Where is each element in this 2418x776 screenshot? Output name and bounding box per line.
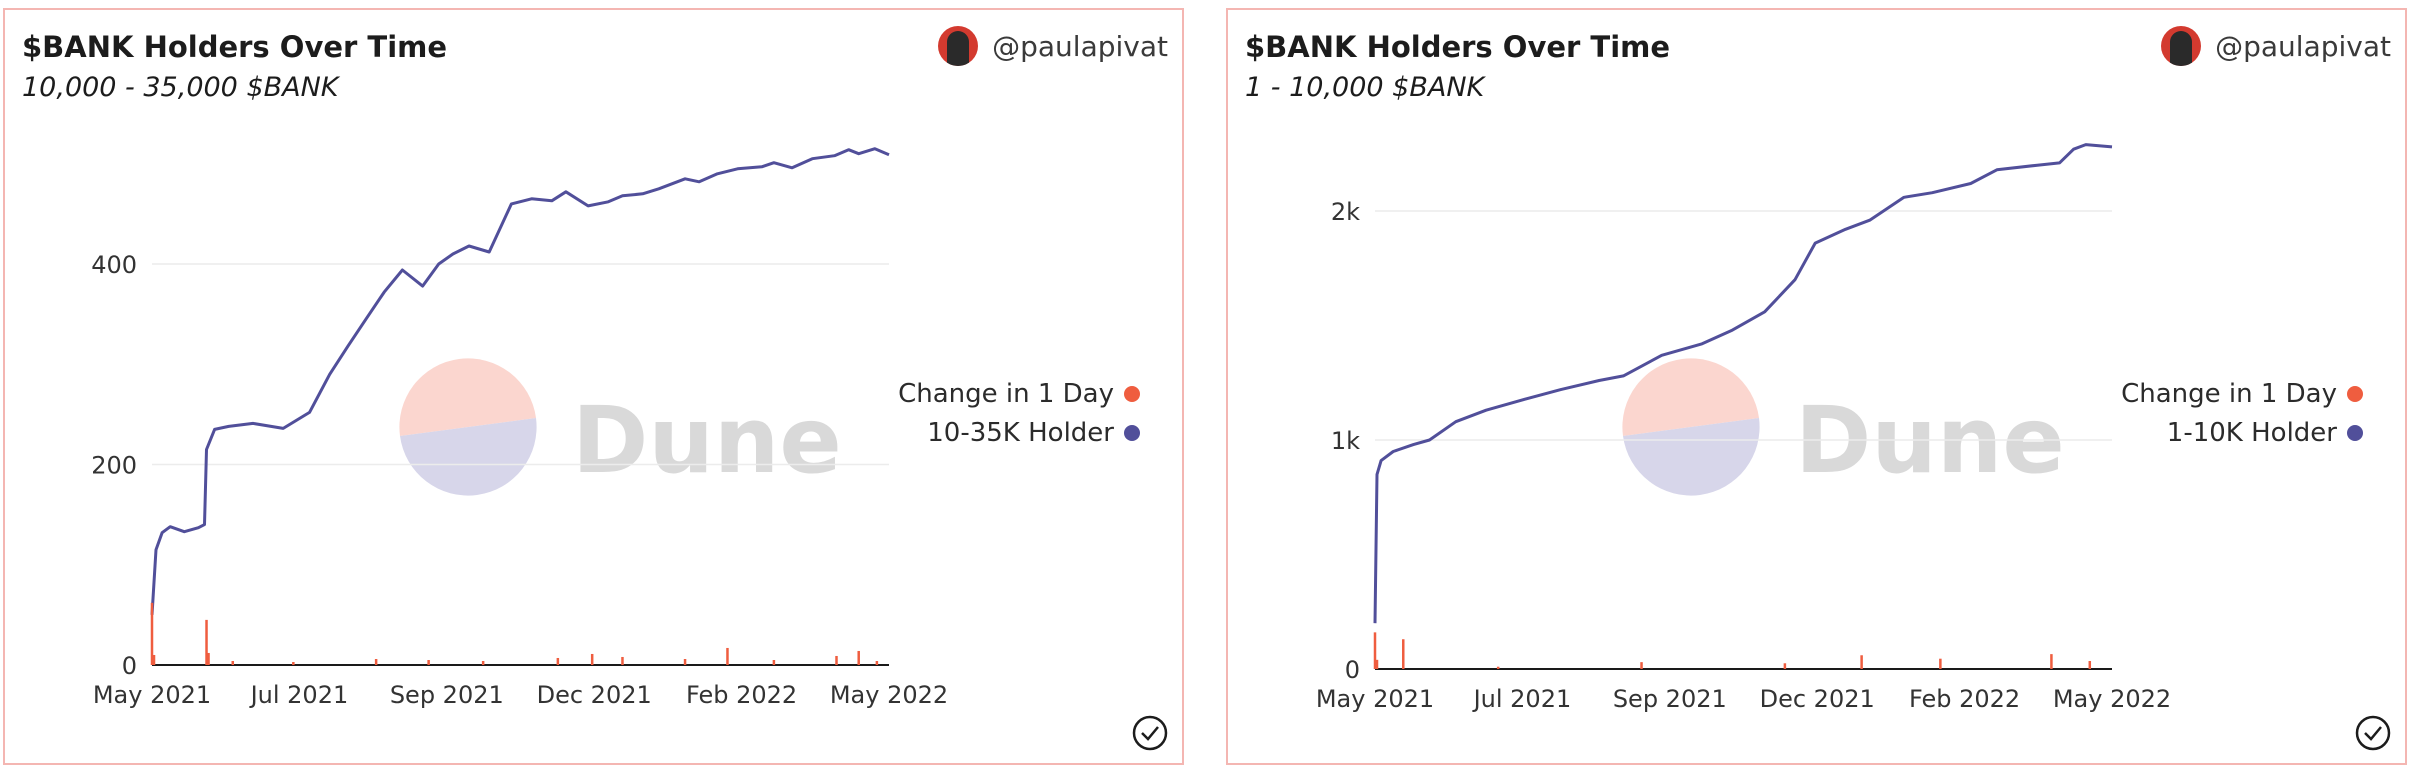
legend-label: 10-35K Holder (927, 417, 1114, 448)
y-tick-label: 0 (122, 652, 137, 680)
avatar (2161, 26, 2202, 66)
x-tick-label: Jul 2021 (1472, 685, 1572, 713)
x-tick-label: Feb 2022 (1909, 685, 2020, 713)
legend-label: Change in 1 Day (898, 378, 1114, 409)
x-tick-label: May 2021 (1316, 685, 1434, 713)
panel-title: $BANK Holders Over Time (1245, 30, 1671, 64)
y-tick-label: 400 (91, 251, 137, 279)
x-axis: May 2021 Jul 2021 Sep 2021 Dec 2021 Feb 2022… (93, 664, 948, 709)
panel-title: $BANK Holders Over Time (22, 30, 448, 64)
line-chart-right: Dune 0 1k 2k May 2021 Jul 2021 Sep 2021 Dec 2… (1316, 143, 2171, 713)
legend: Change in 1 Day 1-10K Holder (2121, 374, 2363, 452)
watermark: Dune (1622, 358, 2065, 496)
dune-logo-icon (1622, 358, 1760, 496)
author[interactable]: @paulapivat (2161, 26, 2391, 66)
y-tick-label: 200 (91, 452, 137, 480)
panel-subtitle: 1 - 10,000 $BANK (1245, 72, 1485, 103)
check-circle-icon[interactable] (1132, 715, 1168, 751)
legend-item-change[interactable]: Change in 1 Day (2121, 374, 2363, 413)
x-tick-label: Jul 2021 (249, 681, 349, 709)
line-chart-left: Dune 0 200 400 May 2021 Jul 2021 Sep 2021 Dec… (91, 147, 948, 709)
x-tick-label: Dec 2021 (537, 681, 652, 709)
legend-item-holder[interactable]: 10-35K Holder (898, 413, 1140, 452)
chart-panel-right: $BANK Holders Over Time 1 - 10,000 $BANK… (1226, 8, 2407, 765)
legend-label: Change in 1 Day (2121, 378, 2337, 409)
x-tick-label: Dec 2021 (1760, 685, 1875, 713)
check-circle-icon[interactable] (2355, 715, 2391, 751)
watermark: Dune (399, 358, 842, 496)
x-tick-label: May 2021 (93, 681, 211, 709)
watermark-text: Dune (572, 387, 842, 494)
author-name: @paulapivat (992, 29, 1168, 63)
panel-subtitle: 10,000 - 35,000 $BANK (22, 72, 339, 103)
avatar (938, 26, 979, 66)
y-axis: 0 1k 2k (1331, 198, 1360, 684)
legend: Change in 1 Day 10-35K Holder (898, 374, 1140, 452)
y-tick-label: 2k (1331, 198, 1360, 226)
legend-dot-icon (1124, 424, 1140, 441)
legend-item-holder[interactable]: 1-10K Holder (2121, 413, 2363, 452)
y-axis: 0 200 400 (91, 251, 137, 680)
legend-dot-icon (1124, 385, 1140, 402)
author-name: @paulapivat (2215, 29, 2391, 63)
legend-dot-icon (2347, 424, 2363, 441)
series (1373, 143, 2113, 669)
holder-series-line (1373, 143, 2113, 624)
x-axis: May 2021 Jul 2021 Sep 2021 Dec 2021 Feb 2022… (1316, 668, 2171, 713)
x-tick-label: Feb 2022 (686, 681, 797, 709)
legend-dot-icon (2347, 385, 2363, 402)
x-tick-label: May 2022 (830, 681, 948, 709)
chart-panel-left: $BANK Holders Over Time 10,000 - 35,000 … (3, 8, 1184, 765)
dune-logo-icon (399, 358, 537, 496)
y-tick-label: 0 (1345, 656, 1360, 684)
gridlines (1375, 210, 2112, 441)
x-tick-label: Sep 2021 (390, 681, 504, 709)
x-tick-label: Sep 2021 (1613, 685, 1727, 713)
y-tick-label: 1k (1331, 427, 1360, 455)
series (150, 147, 890, 665)
x-tick-label: May 2022 (2053, 685, 2171, 713)
gridlines (152, 263, 889, 466)
author[interactable]: @paulapivat (938, 26, 1168, 66)
legend-item-change[interactable]: Change in 1 Day (898, 374, 1140, 413)
holder-series-line (150, 147, 890, 615)
legend-label: 1-10K Holder (2166, 417, 2337, 448)
